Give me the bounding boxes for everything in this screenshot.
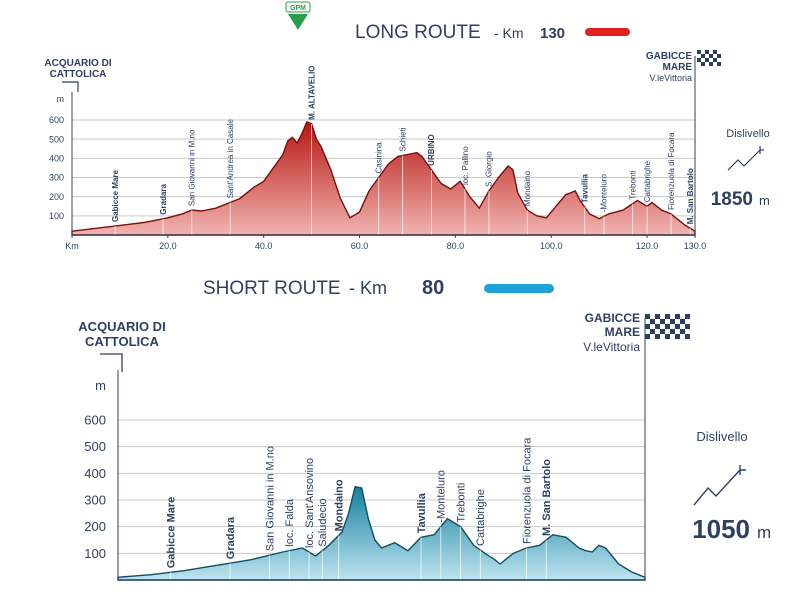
- waypoint-label: -Monteluro: [436, 470, 448, 523]
- y-tick-label: 100: [84, 546, 106, 561]
- y-tick-label: 400: [84, 466, 106, 481]
- waypoint-label: M. ALTAVELIO: [307, 65, 316, 119]
- short-dislivello-icon: [693, 465, 746, 506]
- long-dislivello-unit: m: [759, 193, 770, 208]
- waypoint-label: Fiorenzuola di Focara: [667, 132, 676, 210]
- waypoint-label: Trebonti: [455, 483, 467, 523]
- elevation-area: [71, 120, 696, 236]
- waypoint-label: Sant'Andrea in Casale: [226, 119, 235, 199]
- y-tick-label: 300: [84, 493, 106, 508]
- long-route-color-bar: [585, 28, 630, 36]
- waypoint-label: M. San Bartolo: [686, 168, 695, 224]
- short-finish-line1: GABICCE: [585, 311, 640, 325]
- short-dislivello-value: 1050: [692, 514, 750, 544]
- waypoint-label: Saludecio: [317, 498, 329, 546]
- y-tick-label: 500: [84, 439, 106, 454]
- y-tick-label: 500: [49, 134, 64, 144]
- waypoint-label: M. San Bartolo: [541, 459, 553, 536]
- x-tick-label: 80.0: [447, 241, 465, 251]
- waypoint-label: loc. Falda: [284, 498, 296, 547]
- waypoint-label: Gabicce Mare: [111, 169, 120, 222]
- short-dislivello-unit: m: [757, 523, 771, 542]
- short-finish-sub: V.leVittoria: [583, 340, 640, 354]
- long-start-line2: CATTOLICA: [50, 69, 107, 80]
- x-tick-label: 130.0: [684, 241, 707, 251]
- short-dislivello-label: Dislivello: [696, 429, 747, 444]
- waypoint-label: Tavullia: [416, 492, 428, 533]
- short-route-title: SHORT ROUTE: [203, 278, 341, 299]
- y-tick-label: 100: [49, 211, 64, 221]
- y-axis-unit: m: [95, 378, 106, 393]
- waypoint-label: Fiorenzuola di Focara: [521, 437, 533, 544]
- y-tick-label: 400: [49, 153, 64, 163]
- waypoint-label: Gabicce Mare: [166, 497, 178, 569]
- short-route-chart: 100 200 300 400 500 600 m Gabicce Mare Gradara Sa…: [84, 318, 646, 581]
- waypoint-label: Cattabrighe: [475, 489, 487, 546]
- long-route-chart: 100 200 300 400 500 600 m Gabicce Mare Gradara Sa…: [49, 56, 706, 251]
- short-route-km-value: 80: [422, 277, 444, 299]
- waypoint-label: -Monteluro: [600, 174, 609, 213]
- short-finish-line2: MARE: [605, 325, 640, 339]
- long-dislivello-label: Dislivello: [726, 128, 769, 140]
- waypoint-label: Gradara: [225, 516, 237, 559]
- y-axis-unit: m: [57, 94, 65, 104]
- long-route-km-label: - Km: [494, 25, 524, 41]
- waypoint-label: Mondaino: [334, 479, 346, 531]
- short-start-line1: ACQUARIO DI: [78, 319, 165, 334]
- waypoint-label: URBINO: [427, 134, 436, 166]
- long-start-flag-icon: [62, 81, 79, 92]
- long-finish-sub: V.leVittoria: [649, 73, 692, 83]
- x-tick-label: Km: [65, 241, 79, 251]
- long-dislivello-icon: [727, 146, 764, 171]
- long-finish-line1: GABICCE: [646, 51, 692, 62]
- short-start-line2: CATTOLICA: [85, 334, 160, 349]
- y-tick-label: 600: [49, 115, 64, 125]
- x-tick-label: 120.0: [636, 241, 659, 251]
- short-route-color-bar: [484, 284, 554, 293]
- short-route-km-label: - Km: [349, 278, 387, 298]
- waypoint-label: loc. Pallino: [461, 146, 470, 185]
- long-start-line1: ACQUARIO DI: [44, 58, 111, 69]
- x-tick-label: 40.0: [255, 241, 273, 251]
- elevation-area: [117, 485, 646, 581]
- waypoint-label: S. Giorgio: [485, 151, 494, 187]
- x-tick-label: 100.0: [540, 241, 563, 251]
- waypoint-label: Casinina: [375, 142, 384, 174]
- waypoint-label: Cattabrighe: [643, 160, 652, 202]
- waypoint-label: San Giovanni in M.no: [264, 446, 276, 551]
- long-dislivello-value: 1850: [711, 189, 753, 210]
- gpm-label: GPM: [290, 5, 306, 12]
- waypoint-label: Trebonti: [629, 170, 638, 199]
- x-tick-label: 20.0: [159, 241, 177, 251]
- short-start-flag-icon: [100, 353, 123, 372]
- y-tick-label: 200: [84, 519, 106, 534]
- long-route-km-value: 130: [540, 25, 565, 42]
- waypoint-label: San Giovanni in M.no: [188, 129, 197, 206]
- waypoint-label: Tavullia: [581, 173, 590, 203]
- long-route-title: LONG ROUTE: [355, 22, 481, 43]
- x-tick-label: 60.0: [351, 241, 369, 251]
- waypoint-label: loc. Sant'Ansovino: [304, 458, 316, 548]
- waypoint-label: Mondaino: [523, 170, 532, 206]
- gpm-flag-icon: [288, 14, 308, 30]
- short-checkered-flag-icon: [645, 314, 690, 339]
- waypoint-label: Schieti: [398, 127, 407, 151]
- long-finish-line2: MARE: [663, 62, 693, 73]
- y-tick-label: 200: [49, 192, 64, 202]
- long-checkered-flag-icon: [697, 50, 721, 66]
- y-tick-label: 600: [84, 413, 106, 428]
- waypoint-label: Gradara: [159, 183, 168, 214]
- y-tick-label: 300: [49, 173, 64, 183]
